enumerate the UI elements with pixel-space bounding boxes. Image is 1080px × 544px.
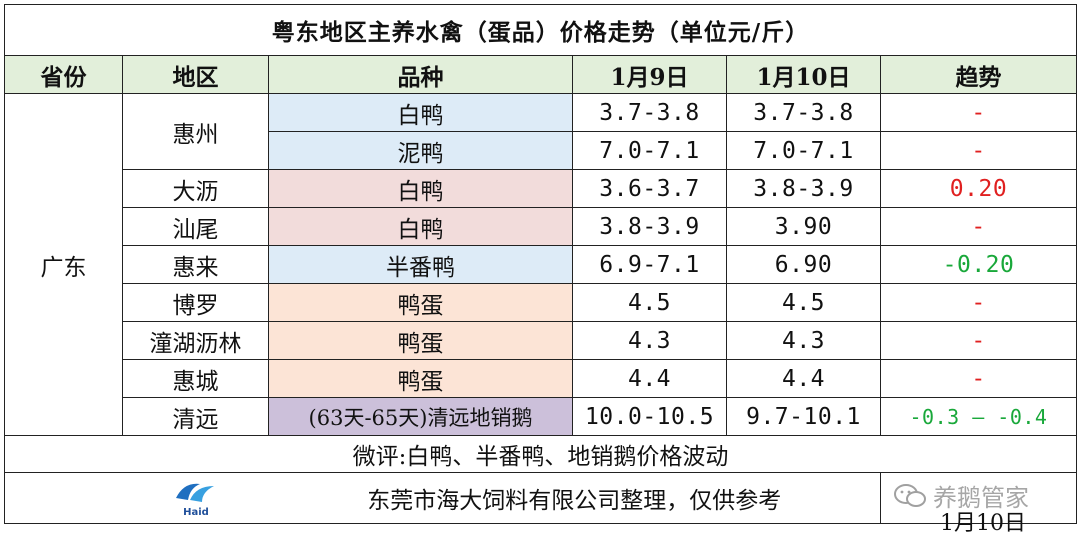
province-cell: 广东 (4, 93, 123, 436)
logo-text: Haid (183, 507, 209, 518)
watermark: 养鹅管家 (893, 478, 1029, 513)
variety-cell: 鸭蛋 (268, 283, 573, 322)
price-date1: 6.9-7.1 (572, 245, 727, 284)
variety-cell: 鸭蛋 (268, 321, 573, 360)
table-row: 惠城 鸭蛋 4.4 4.4 - (5, 359, 1077, 398)
price-date1: 4.5 (572, 283, 727, 322)
trend-cell: - (880, 93, 1077, 132)
region-cell: 惠来 (122, 245, 269, 284)
region-cell: 清远 (122, 397, 269, 436)
price-date1: 3.8-3.9 (572, 207, 727, 246)
trend-cell: - (880, 283, 1077, 322)
table-row: 大沥 白鸭 3.6-3.7 3.8-3.9 0.20 (5, 169, 1077, 208)
price-date2: 4.4 (726, 359, 881, 398)
variety-cell: (63天-65天)清远地销鹅 (268, 397, 573, 436)
table-row: 汕尾 白鸭 3.8-3.9 3.90 - (5, 207, 1077, 246)
price-date1: 7.0-7.1 (572, 131, 727, 170)
price-date1: 3.7-3.8 (572, 93, 727, 132)
price-date2: 7.0-7.1 (726, 131, 881, 170)
price-date2: 3.90 (726, 207, 881, 246)
price-table: 粤东地区主养水禽（蛋品）价格走势（单位元/斤） 省份 地区 品种 1月9日 1月… (4, 4, 1077, 524)
trend-cell: - (880, 207, 1077, 246)
logo-cell: Haid (122, 472, 269, 524)
footer-note: 东莞市海大饲料有限公司整理，仅供参考 (268, 472, 881, 524)
header-trend: 趋势 (880, 55, 1077, 94)
variety-cell: 白鸭 (268, 207, 573, 246)
trend-cell: - (880, 131, 1077, 170)
price-date2: 3.7-3.8 (726, 93, 881, 132)
table-row: 清远 (63天-65天)清远地销鹅 10.0-10.5 9.7-10.1 -0.… (5, 397, 1077, 436)
region-cell: 博罗 (122, 283, 269, 322)
price-date2: 4.3 (726, 321, 881, 360)
variety-cell: 泥鸭 (268, 131, 573, 170)
price-date2: 4.5 (726, 283, 881, 322)
variety-cell: 白鸭 (268, 93, 573, 132)
table-row: 惠来 半番鸭 6.9-7.1 6.90 -0.20 (5, 245, 1077, 284)
price-date2: 9.7-10.1 (726, 397, 881, 436)
trend-cell: - (880, 359, 1077, 398)
watermark-text: 养鹅管家 (933, 484, 1029, 512)
price-date1: 3.6-3.7 (572, 169, 727, 208)
price-date1: 4.4 (572, 359, 727, 398)
trend-cell: -0.20 (880, 245, 1077, 284)
header-region: 地区 (122, 55, 269, 94)
wechat-icon (894, 483, 926, 507)
trend-cell: - (880, 321, 1077, 360)
table-title: 粤东地区主养水禽（蛋品）价格走势（单位元/斤） (4, 4, 1077, 56)
header-date1: 1月9日 (572, 55, 727, 94)
header-row: 省份 地区 品种 1月9日 1月10日 趋势 (4, 55, 1077, 94)
comment-text: 微评:白鸭、半番鸭、地销鹅价格波动 (4, 435, 1077, 473)
footer-date: 1月10日 (940, 511, 1026, 536)
trend-cell: -0.3 — -0.4 (880, 397, 1077, 436)
region-cell: 潼湖沥林 (122, 321, 269, 360)
region-cell: 汕尾 (122, 207, 269, 246)
price-date2: 6.90 (726, 245, 881, 284)
table-row: 广东 惠州 白鸭 3.7-3.8 3.7-3.8 - (4, 93, 1077, 436)
footer-row: Haid 东莞市海大饲料有限公司整理，仅供参考 (4, 472, 1077, 524)
header-variety: 品种 (268, 55, 573, 94)
variety-cell: 鸭蛋 (268, 359, 573, 398)
price-date1: 10.0-10.5 (572, 397, 727, 436)
table-row: 潼湖沥林 鸭蛋 4.3 4.3 - (5, 321, 1077, 360)
region-cell: 惠州 (122, 93, 269, 170)
header-province: 省份 (4, 55, 123, 94)
haid-logo-icon: Haid (175, 483, 214, 518)
variety-cell: 白鸭 (268, 169, 573, 208)
trend-cell: 0.20 (880, 169, 1077, 208)
region-cell: 惠城 (122, 359, 269, 398)
region-cell: 大沥 (122, 169, 269, 208)
price-date1: 4.3 (572, 321, 727, 360)
price-date2: 3.8-3.9 (726, 169, 881, 208)
header-date2: 1月10日 (726, 55, 881, 94)
variety-cell: 半番鸭 (268, 245, 573, 284)
table-row: 博罗 鸭蛋 4.5 4.5 - (5, 283, 1077, 322)
